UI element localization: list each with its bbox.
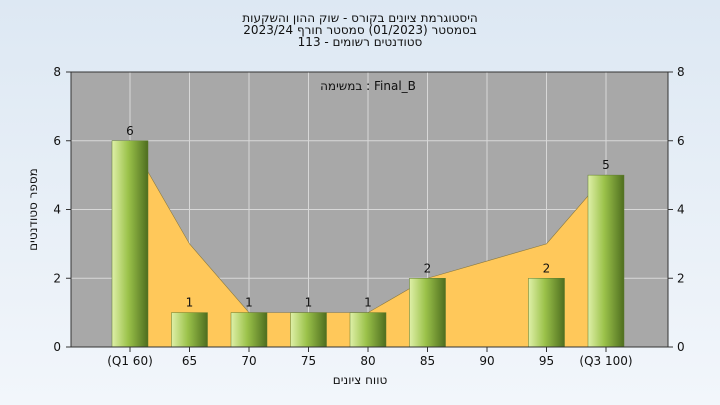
bar [528, 278, 565, 348]
bar [171, 312, 208, 348]
y-tick-label-right: 4 [677, 203, 685, 217]
bar-value-label: 1 [245, 296, 253, 310]
y-tick-label-left: 6 [53, 134, 61, 148]
bar [587, 174, 625, 348]
y-tick-label-right: 0 [677, 340, 685, 354]
bar [349, 312, 387, 348]
bar-value-label: 2 [424, 261, 432, 275]
y-tick-label-right: 6 [677, 134, 685, 148]
y-tick-label-left: 0 [53, 340, 61, 354]
y-tick-label-left: 4 [53, 203, 61, 217]
x-tick-label: 75 [301, 354, 316, 368]
bar [111, 140, 149, 348]
bar-value-label: 1 [305, 296, 313, 310]
chart-title-line: בסמסטר (01/2023) סמסטר חורף 2023/24 [243, 23, 476, 37]
bar [230, 312, 268, 348]
chart-title-line: סטודנטים רשומים - 113 [298, 35, 423, 49]
x-tick-label: (Q3 100) [579, 354, 632, 368]
y-tick-label-right: 2 [677, 271, 685, 285]
chart-title-line: היסטוגרמת ציונים בקורס - שוק ההון והשקעו… [242, 11, 477, 25]
x-axis-title: טווח ציונים [333, 373, 388, 387]
x-tick-label: 95 [539, 354, 554, 368]
y-tick-label-left: 2 [53, 271, 61, 285]
y-tick-label-right: 8 [677, 65, 685, 79]
y-axis-title: מספר סטודנטים [26, 168, 40, 251]
bar-value-label: 6 [126, 124, 134, 138]
legend-label: במשימה : Final_B [320, 79, 416, 93]
x-tick-label: (Q1 60) [107, 354, 153, 368]
x-tick-label: 80 [360, 354, 375, 368]
x-tick-label: 85 [420, 354, 435, 368]
y-tick-label-left: 8 [53, 65, 61, 79]
bar-value-label: 5 [602, 158, 610, 172]
x-tick-label: 70 [241, 354, 256, 368]
bar-value-label: 1 [186, 296, 194, 310]
bar [409, 278, 446, 348]
x-tick-label: 90 [479, 354, 494, 368]
bar-value-label: 1 [364, 296, 372, 310]
bar-value-label: 2 [543, 261, 551, 275]
bar [290, 312, 327, 348]
x-tick-label: 65 [182, 354, 197, 368]
